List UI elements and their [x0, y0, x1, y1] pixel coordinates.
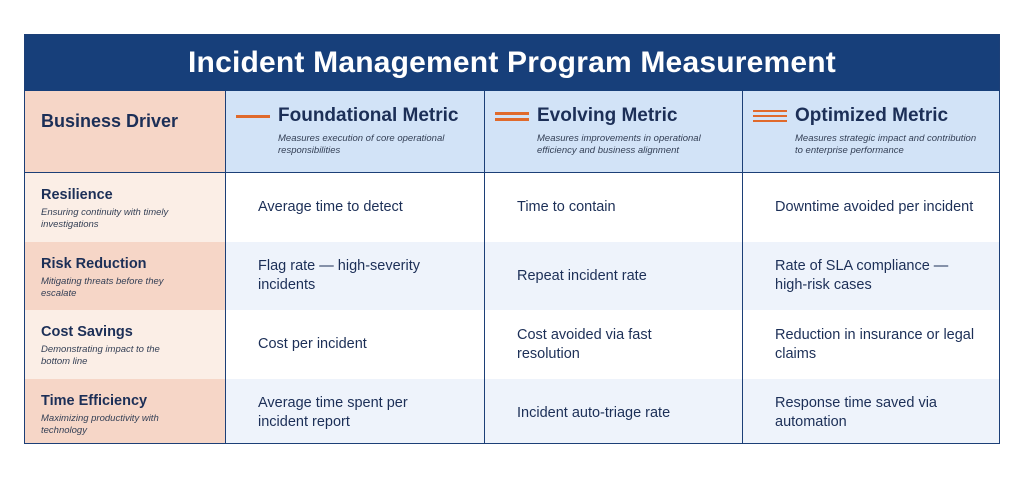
- optimized-cell: Rate of SLA compliance — high-risk cases: [743, 242, 999, 310]
- optimized-cell: Reduction in insurance or legal claims: [743, 310, 999, 379]
- header-business-driver: Business Driver: [25, 91, 226, 173]
- table-grid: Business Driver Foundational Metric Meas…: [25, 91, 999, 443]
- driver-name: Time Efficiency: [41, 393, 148, 409]
- header-foundational-metric: Foundational Metric Measures execution o…: [226, 91, 485, 173]
- metric-description: Measures improvements in operational eff…: [537, 133, 701, 156]
- driver-risk-reduction: Risk Reduction Mitigating threats before…: [25, 242, 226, 310]
- two-bars-icon: [495, 108, 529, 124]
- foundational-cell: Flag rate — high-severity incidents: [226, 242, 485, 310]
- evolving-cell: Cost avoided via fast resolution: [485, 310, 743, 379]
- header-evolving-metric: Evolving Metric Measures improvements in…: [485, 91, 743, 173]
- optimized-cell: Response time saved via automation: [743, 379, 999, 443]
- header-optimized-metric: Optimized Metric Measures strategic impa…: [743, 91, 999, 173]
- evolving-cell: Time to contain: [485, 173, 743, 242]
- metric-description: Measures strategic impact and contributi…: [795, 133, 977, 156]
- driver-time-efficiency: Time Efficiency Maximizing productivity …: [25, 379, 226, 443]
- driver-name: Risk Reduction: [41, 256, 147, 272]
- metric-description: Measures execution of core operational r…: [278, 133, 445, 156]
- business-driver-label: Business Driver: [41, 111, 179, 131]
- three-bars-icon: [753, 108, 787, 124]
- one-bar-icon: [236, 108, 270, 124]
- metric-name: Foundational Metric: [278, 105, 459, 126]
- driver-name: Resilience: [41, 187, 113, 203]
- driver-resilience: Resilience Ensuring continuity with time…: [25, 173, 226, 242]
- foundational-cell: Cost per incident: [226, 310, 485, 379]
- table-title: Incident Management Program Measurement: [25, 35, 999, 91]
- optimized-cell: Downtime avoided per incident: [743, 173, 999, 242]
- driver-description: Maximizing productivity with technology: [41, 413, 159, 436]
- evolving-cell: Incident auto-triage rate: [485, 379, 743, 443]
- measurement-table: Incident Management Program Measurement …: [24, 34, 1000, 444]
- foundational-cell: Average time to detect: [226, 173, 485, 242]
- driver-description: Mitigating threats before they escalate: [41, 276, 164, 299]
- driver-name: Cost Savings: [41, 324, 133, 340]
- evolving-cell: Repeat incident rate: [485, 242, 743, 310]
- driver-description: Demonstrating impact to the bottom line: [41, 344, 160, 367]
- driver-description: Ensuring continuity with timely investig…: [41, 207, 169, 230]
- metric-name: Evolving Metric: [537, 105, 678, 126]
- metric-name: Optimized Metric: [795, 105, 949, 126]
- foundational-cell: Average time spent per incident report: [226, 379, 485, 443]
- driver-cost-savings: Cost Savings Demonstrating impact to the…: [25, 310, 226, 379]
